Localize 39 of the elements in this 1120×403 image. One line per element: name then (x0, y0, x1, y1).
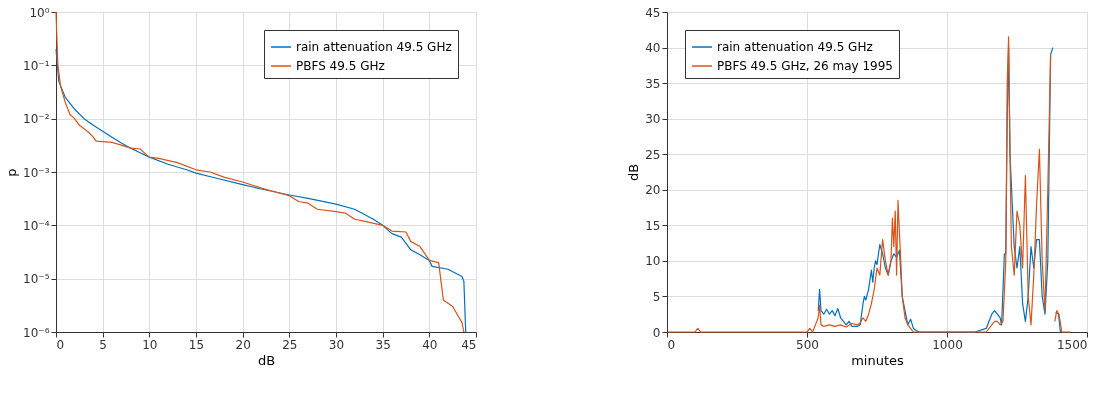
x-tick-label: 1500 (1056, 337, 1088, 352)
legend-label: PBFS 49.5 GHz (296, 59, 385, 73)
x-tick-label: 500 (796, 337, 819, 352)
legend-label: rain attenuation 49.5 GHz (717, 40, 873, 54)
x-tick-label: 0 (667, 337, 676, 352)
x-tick-label: 40 (422, 337, 438, 352)
x-tick-label: 35 (375, 337, 391, 352)
x-tick-label: 45 (461, 337, 477, 352)
y-tick-label: 10⁻⁴ (23, 218, 50, 233)
x-axis-title: minutes (851, 352, 905, 368)
legend-label: rain attenuation 49.5 GHz (296, 40, 452, 54)
x-tick-label: 5 (99, 337, 107, 352)
y-tick-label: 25 (645, 147, 661, 162)
legend-label: PBFS 49.5 GHz, 26 may 1995 (717, 59, 893, 73)
y-tick-label: 10⁻³ (23, 165, 50, 180)
y-axis-title: dB (626, 163, 642, 182)
x-tick-label: 15 (188, 337, 205, 352)
x-tick-label: 25 (282, 337, 298, 352)
x-tick-label: 1000 (932, 337, 963, 352)
y-tick-label: 10⁻² (23, 112, 50, 127)
y-tick-label: 5 (652, 289, 661, 304)
x-tick-label: 30 (328, 337, 345, 352)
x-axis-title: dB (257, 352, 276, 368)
y-tick-label: 10⁻¹ (23, 58, 50, 73)
x-tick-label: 10 (142, 337, 158, 352)
y-tick-label: 0 (652, 325, 661, 340)
y-tick-label: 10⁻⁶ (23, 325, 50, 340)
x-tick-label: 20 (235, 337, 251, 352)
x-tick-label: 0 (56, 337, 65, 352)
y-tick-label: 10⁰ (29, 5, 50, 20)
y-tick-label: 10⁻⁵ (23, 272, 50, 287)
y-tick-label: 40 (645, 41, 661, 56)
y-tick-label: 15 (645, 218, 661, 233)
y-tick-label: 35 (645, 76, 661, 91)
y-tick-label: 20 (645, 183, 661, 198)
y-axis-title: p (4, 168, 20, 177)
y-tick-label: 45 (645, 5, 661, 20)
y-tick-label: 10 (645, 254, 661, 269)
y-tick-label: 30 (645, 112, 661, 127)
